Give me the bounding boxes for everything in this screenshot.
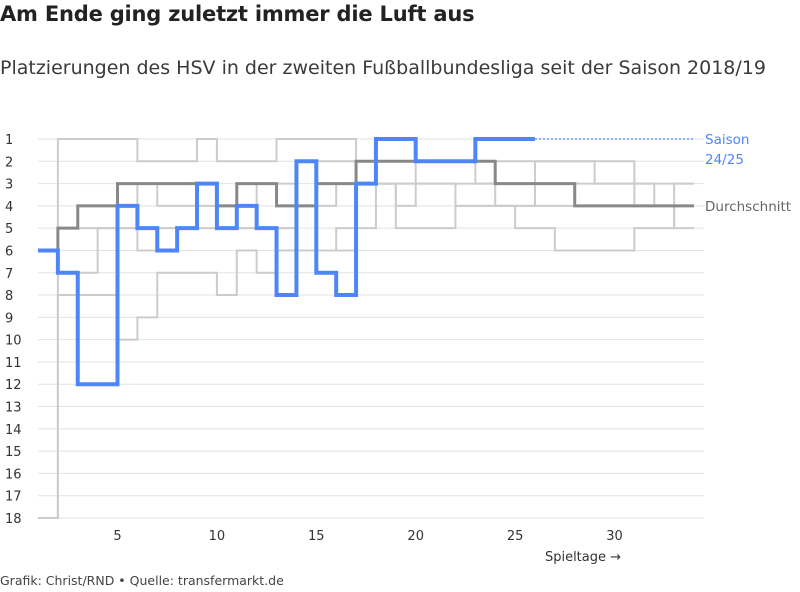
x-tick-label: 30 — [606, 529, 623, 544]
current-season-label: Saison — [705, 132, 749, 148]
chart-subtitle: Platzierungen des HSV in der zweiten Fuß… — [0, 57, 766, 79]
current-season-label-line2: 24/25 — [705, 152, 744, 168]
y-tick-label: 18 — [5, 512, 22, 527]
y-tick-label: 8 — [5, 289, 13, 304]
average-series — [38, 159, 694, 252]
x-tick-label: 20 — [407, 529, 424, 544]
chart-title: Am Ende ging zuletzt immer die Luft aus — [0, 2, 475, 26]
x-tick-label: 5 — [113, 529, 121, 544]
source-credit: Grafik: Christ/RND • Quelle: transfermar… — [0, 573, 284, 588]
average-line — [38, 159, 694, 252]
y-tick-label: 5 — [5, 222, 13, 237]
x-tick-label: 15 — [308, 529, 325, 544]
series-labels: Saison 24/25 Durchschnitt — [705, 132, 791, 215]
y-tick-label: 6 — [5, 244, 13, 259]
y-tick-label: 12 — [5, 378, 22, 393]
y-tick-label: 2 — [5, 155, 13, 170]
y-tick-label: 17 — [5, 490, 22, 505]
current-season-line — [38, 137, 535, 387]
y-tick-label: 9 — [5, 311, 13, 326]
average-label: Durchschnitt — [705, 199, 791, 215]
y-tick-label: 10 — [5, 334, 22, 349]
y-tick-label: 4 — [5, 200, 13, 215]
y-tick-label: 7 — [5, 267, 13, 282]
x-axis-label: Spieltage → — [545, 550, 621, 565]
x-tick-label: 10 — [209, 529, 226, 544]
y-tick-label: 14 — [5, 423, 22, 438]
y-tick-label: 16 — [5, 467, 22, 482]
y-tick-label: 15 — [5, 445, 22, 460]
current-season-series — [38, 137, 694, 387]
y-tick-label: 1 — [5, 133, 13, 148]
historic-seasons — [38, 138, 694, 519]
y-tick-label: 3 — [5, 178, 13, 193]
x-tick-label: 25 — [507, 529, 524, 544]
y-tick-label: 13 — [5, 401, 22, 416]
y-tick-label: 11 — [5, 356, 22, 371]
